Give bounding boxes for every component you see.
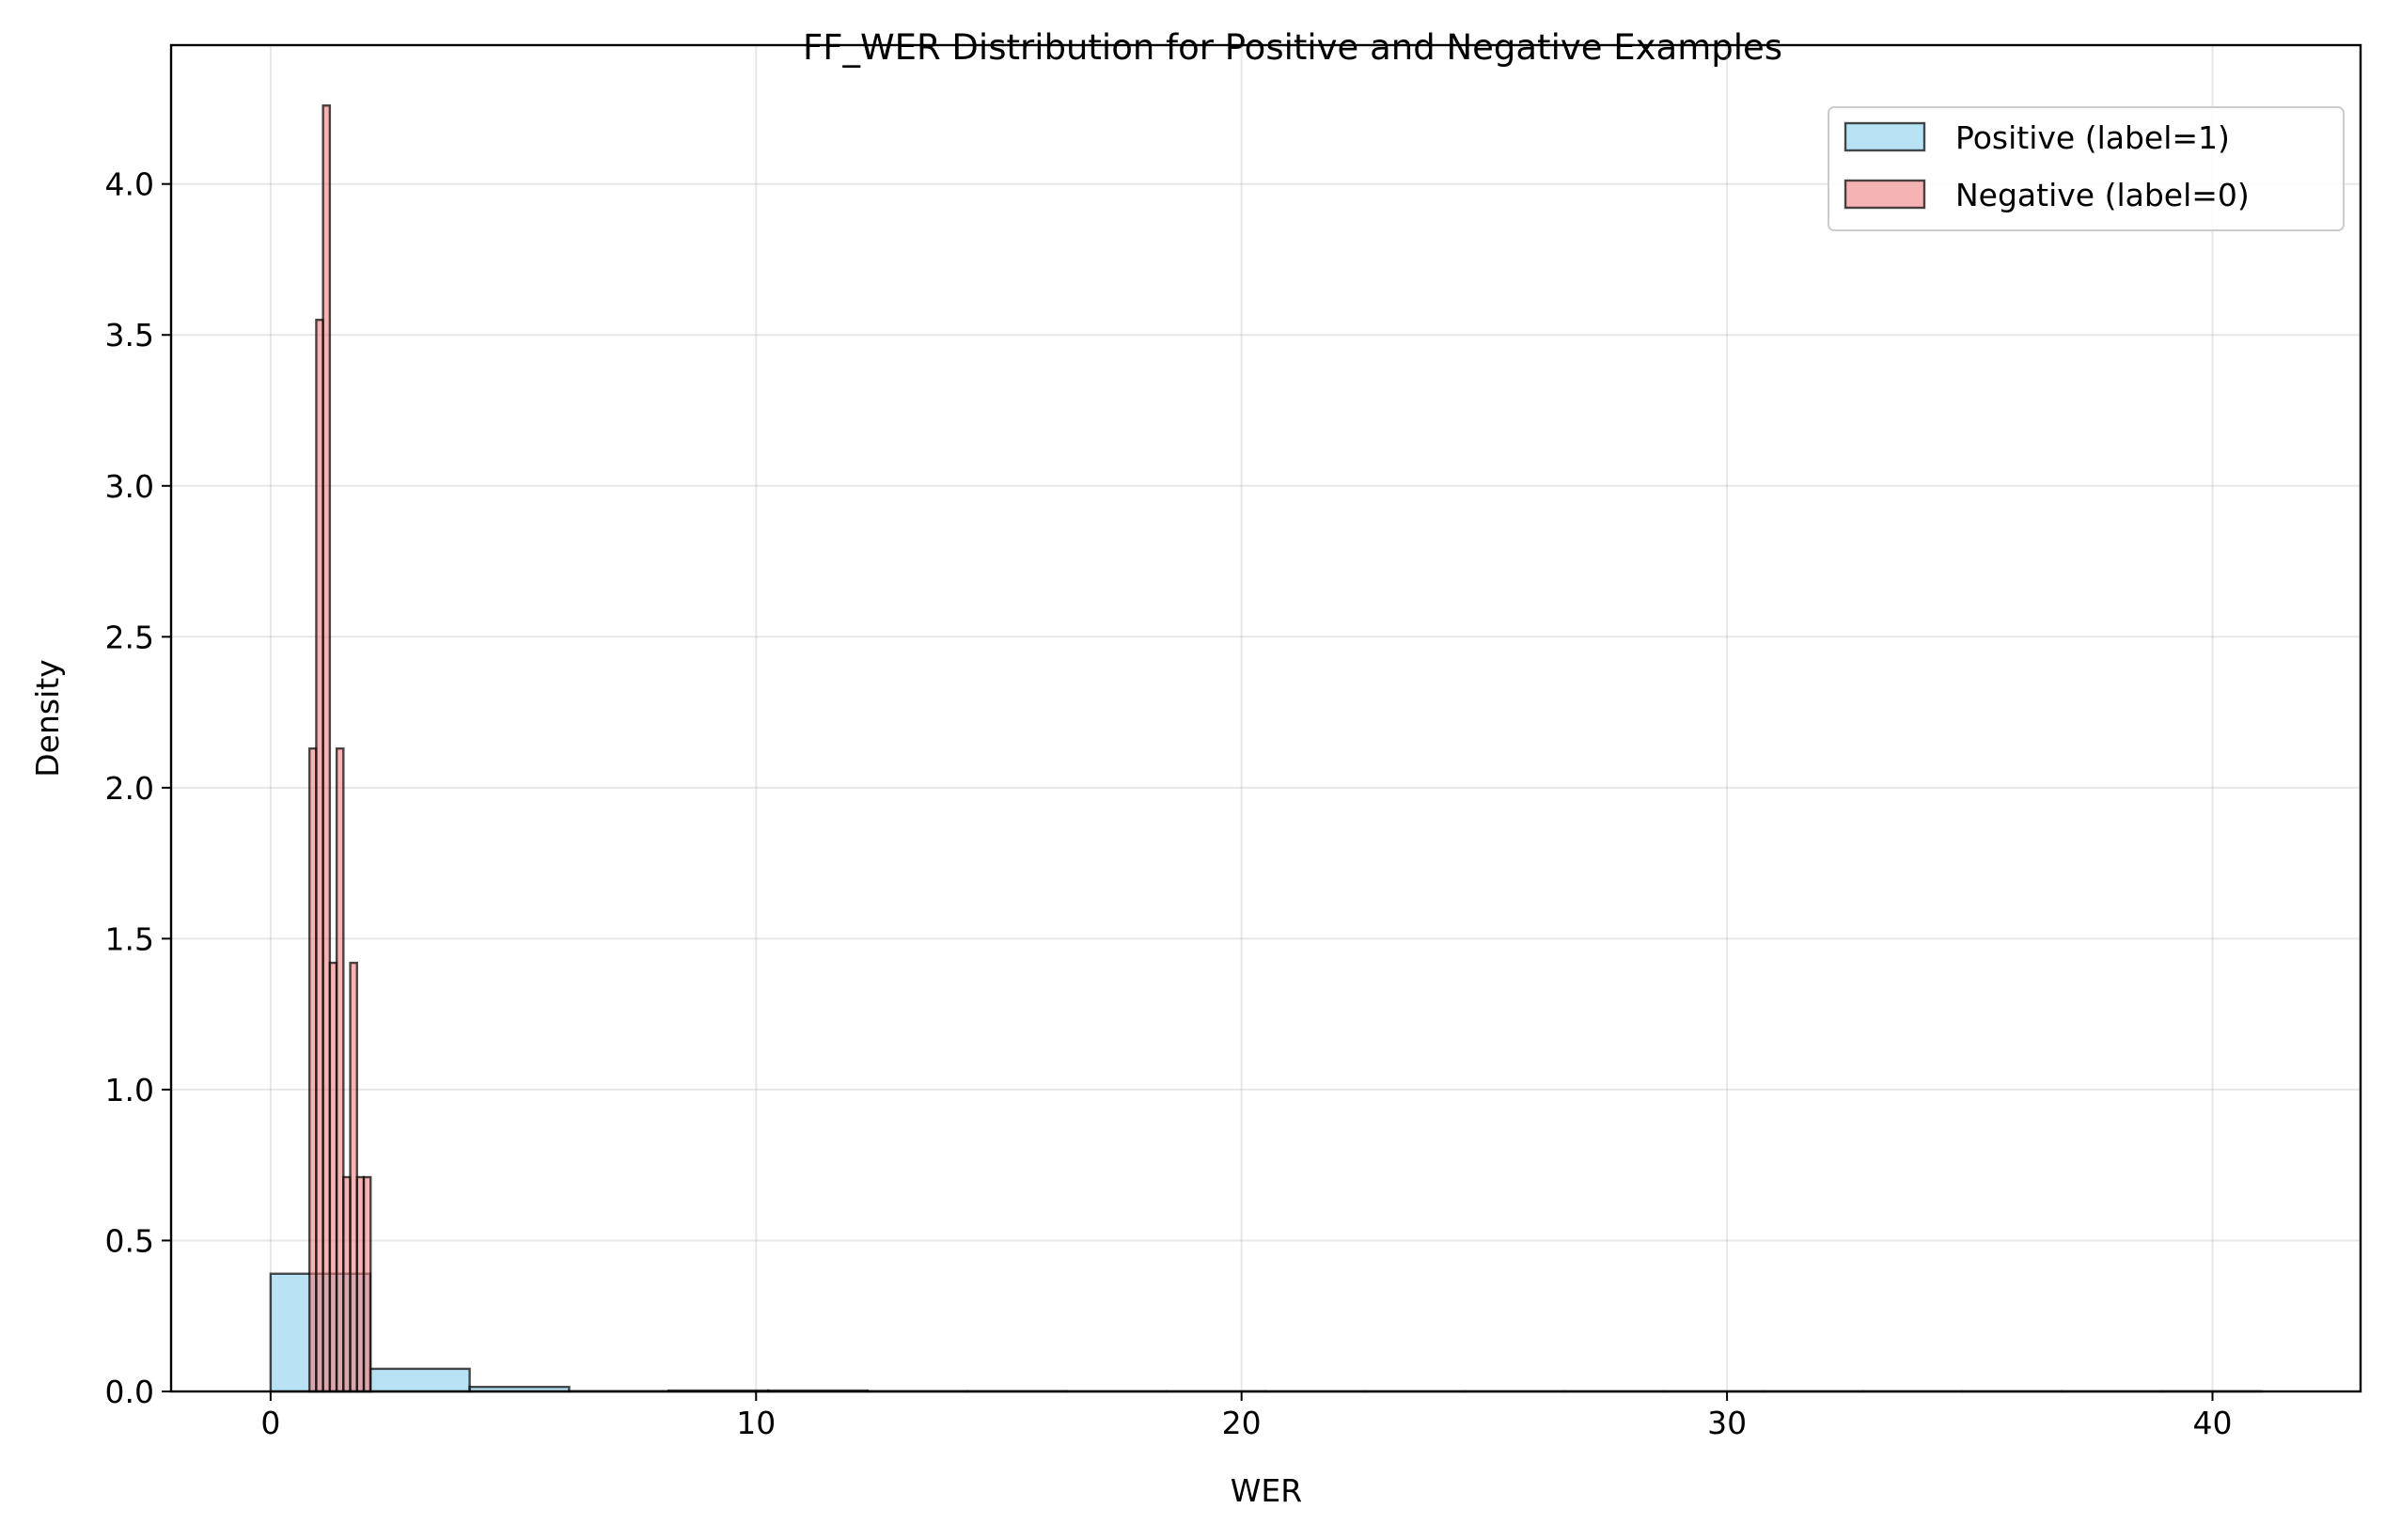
y-tick-label: 2.5 [105, 619, 154, 655]
negative-histogram-bar [364, 1177, 370, 1391]
legend-swatch-positive [1845, 123, 1924, 150]
y-tick-label: 3.5 [105, 317, 154, 354]
y-tick-label: 4.0 [105, 166, 154, 203]
x-axis-label: WER [1231, 1472, 1302, 1509]
legend-label-negative: Negative (label=0) [1955, 177, 2250, 213]
y-tick-label: 1.0 [105, 1072, 154, 1108]
chart-title: FF_WER Distribution for Positive and Neg… [803, 27, 1782, 68]
x-tick-label: 30 [1707, 1405, 1747, 1441]
y-axis-label: Density [29, 659, 66, 777]
x-tick-label: 20 [1222, 1405, 1262, 1441]
y-tick-label: 3.0 [105, 468, 154, 505]
y-tick-label: 1.5 [105, 920, 154, 957]
legend-label-positive: Positive (label=1) [1955, 119, 2230, 156]
x-tick-label: 0 [260, 1405, 280, 1441]
x-tick-label: 10 [736, 1405, 776, 1441]
legend-swatch-negative [1845, 181, 1924, 208]
positive-histogram-bar [370, 1369, 470, 1391]
y-tick-label: 2.0 [105, 770, 154, 807]
legend: Positive (label=1) Negative (label=0) [1828, 107, 2344, 230]
y-tick-label: 0.5 [105, 1222, 154, 1259]
y-tick-label: 0.0 [105, 1374, 154, 1410]
x-tick-label: 40 [2192, 1405, 2232, 1441]
